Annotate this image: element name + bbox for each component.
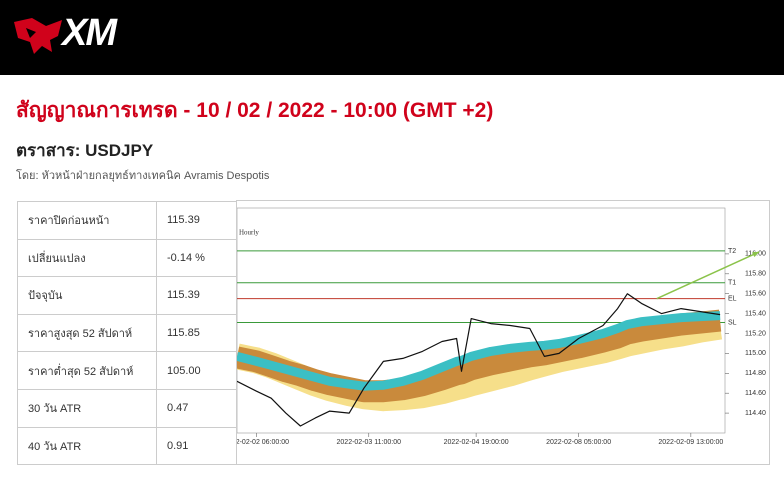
cell-label: 30 วัน ATR — [17, 388, 157, 428]
logo-text[interactable]: XM — [62, 12, 117, 54]
cell-value: 115.85 — [156, 313, 237, 353]
cell-label: ราคาปิดก่อนหน้า — [17, 201, 157, 240]
x-tick-label: 2022-02-04 19:00:00 — [444, 439, 509, 446]
cell-value: 0.91 — [156, 426, 237, 466]
y-tick-label: 115.00 — [745, 350, 766, 357]
level-label: EL — [728, 296, 737, 303]
table-row: 40 วัน ATR 0.91 — [17, 426, 237, 466]
cell-value: -0.14 % — [156, 238, 237, 278]
logo-icon — [14, 18, 62, 54]
projection-arrow — [656, 251, 760, 300]
chart: Hourly 114.40 114.60 114.80 115.00 115.20 115… — [237, 207, 766, 446]
band — [237, 311, 721, 391]
instrument: ตราสาร: USDJPY — [16, 141, 154, 160]
level-label: SL — [728, 319, 737, 326]
y-tick-label: 114.80 — [745, 370, 766, 377]
price-line — [237, 293, 721, 427]
level-label: T2 — [728, 248, 736, 255]
y-tick-label: 115.40 — [745, 310, 766, 317]
cell-label: ราคาต่ำสุด 52 สัปดาห์ — [17, 351, 157, 390]
table-row: ราคาต่ำสุด 52 สัปดาห์ 105.00 — [17, 351, 237, 390]
page-title: สัญญาณการเทรด - 10 / 02 / 2022 - 10:00 (… — [16, 99, 494, 122]
table-row: ปัจจุบัน 115.39 — [17, 276, 237, 315]
cell-value: 105.00 — [156, 351, 237, 390]
x-tick-label: 2022-02-08 05:00:00 — [546, 439, 611, 446]
cell-label: เปลี่ยนแปลง — [17, 238, 157, 278]
y-tick-label: 114.60 — [745, 390, 766, 397]
header: XM — [0, 0, 784, 75]
arrow-head — [752, 251, 760, 258]
stats-table: ราคาปิดก่อนหน้า 115.39 เปลี่ยนแปลง -0.14 % ป… — [17, 201, 237, 466]
y-tick-label: 115.80 — [745, 271, 766, 278]
y-tick-label: 115.60 — [745, 291, 766, 298]
y-tick-label: 115.20 — [745, 330, 766, 337]
cell-label: ราคาสูงสุด 52 สัปดาห์ — [17, 313, 157, 353]
chart-box: Hourly 114.40 114.60 114.80 115.00 115.20 115… — [236, 200, 770, 465]
cell-value: 0.47 — [156, 388, 237, 428]
table-row: ราคาปิดก่อนหน้า 115.39 — [17, 201, 237, 240]
byline: โดย: หัวหน้าฝ่ายกลยุทธ์ทางเทคนิค Avramis… — [16, 170, 270, 182]
x-tick-label: 2022-02-02 06:00:00 — [237, 439, 289, 446]
cell-label: ปัจจุบัน — [17, 276, 157, 315]
x-tick-label: 2022-02-03 11:00:00 — [337, 439, 402, 446]
cell-value: 115.39 — [156, 201, 237, 240]
level-label: T1 — [728, 280, 736, 287]
table-row: ราคาสูงสุด 52 สัปดาห์ 115.85 — [17, 313, 237, 353]
cell-label: 40 วัน ATR — [17, 426, 157, 466]
y-tick-label: 114.40 — [745, 410, 766, 417]
cell-value: 115.39 — [156, 276, 237, 315]
chart-title: Hourly — [239, 229, 259, 237]
table-row: เปลี่ยนแปลง -0.14 % — [17, 238, 237, 278]
table-row: 30 วัน ATR 0.47 — [17, 388, 237, 428]
x-tick-label: 2022-02-09 13:00:00 — [658, 439, 723, 446]
